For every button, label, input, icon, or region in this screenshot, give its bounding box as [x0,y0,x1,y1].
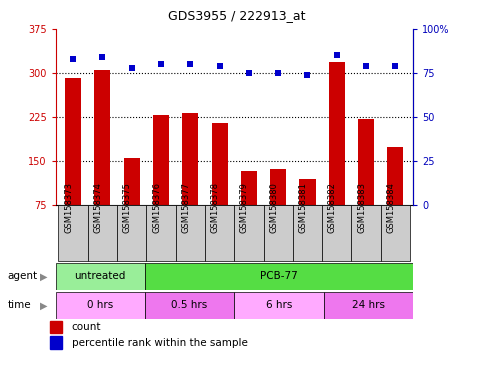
Text: GSM158376: GSM158376 [152,182,161,233]
Text: 6 hrs: 6 hrs [266,300,292,310]
Text: ▶: ▶ [40,300,47,310]
Bar [293,205,322,261]
Text: 24 hrs: 24 hrs [352,300,385,310]
Text: PCB-77: PCB-77 [260,271,298,281]
Bar [234,205,264,261]
Bar [270,169,286,250]
Text: ▶: ▶ [40,271,47,281]
Bar [56,292,145,319]
Bar [264,205,293,261]
Text: GSM158377: GSM158377 [181,182,190,233]
Bar [50,321,62,333]
Bar [117,205,146,261]
Bar [182,113,199,250]
Text: count: count [71,322,101,332]
Bar [88,205,117,261]
Text: GSM158380: GSM158380 [269,182,278,233]
Bar [329,62,345,250]
Point [157,61,165,67]
Text: GSM158374: GSM158374 [93,182,102,233]
Bar [381,205,410,261]
Bar [352,205,381,261]
Bar [205,205,234,261]
Bar [146,205,176,261]
Point [304,72,312,78]
Text: GSM158382: GSM158382 [328,182,337,233]
Bar [50,336,62,349]
Text: GDS3955 / 222913_at: GDS3955 / 222913_at [168,9,305,22]
Text: time: time [7,300,31,310]
Text: 0.5 hrs: 0.5 hrs [171,300,208,310]
Bar [324,292,413,319]
Bar [241,171,257,250]
Bar [212,123,227,250]
Text: GSM158383: GSM158383 [357,182,366,233]
Point [128,65,136,71]
Text: untreated: untreated [74,271,126,281]
Point [245,70,253,76]
Point [392,63,399,69]
Text: GSM158381: GSM158381 [298,182,308,233]
Text: GSM158375: GSM158375 [123,182,132,233]
Point [69,56,77,62]
Point [99,54,106,60]
Point [186,61,194,67]
Text: percentile rank within the sample: percentile rank within the sample [71,338,247,348]
Point [333,52,341,58]
Bar [94,70,111,250]
Bar [299,179,315,250]
Bar [58,205,88,261]
Bar [234,292,324,319]
Text: GSM158373: GSM158373 [64,182,73,233]
Point [216,63,224,69]
Text: 0 hrs: 0 hrs [87,300,114,310]
Bar [153,115,169,250]
Bar [176,205,205,261]
Bar [56,263,145,290]
Text: GSM158384: GSM158384 [386,182,396,233]
Bar [124,158,140,250]
Point [362,63,370,69]
Bar [358,119,374,250]
Bar [65,78,81,250]
Bar [145,263,413,290]
Bar [322,205,352,261]
Text: agent: agent [7,271,37,281]
Text: GSM158378: GSM158378 [211,182,220,233]
Text: GSM158379: GSM158379 [240,182,249,233]
Bar [145,292,234,319]
Bar [387,147,403,250]
Point [274,70,282,76]
